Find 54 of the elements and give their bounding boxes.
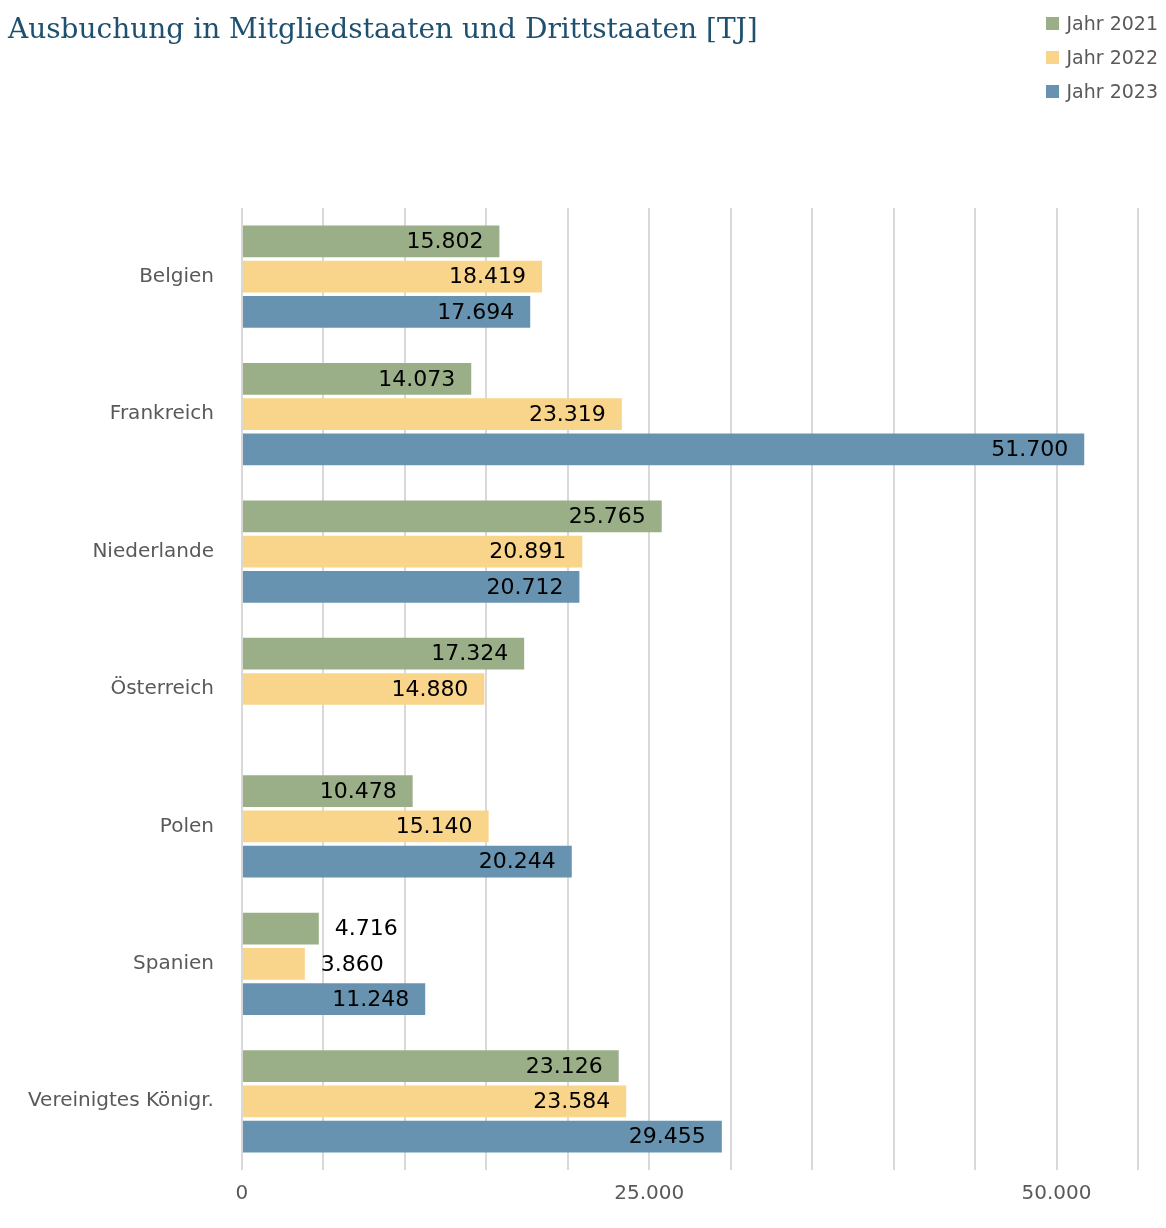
data-label: 20.712 — [486, 573, 564, 599]
bar — [242, 947, 305, 980]
data-label: 11.248 — [332, 985, 410, 1011]
data-label: 15.140 — [395, 813, 473, 839]
bar — [242, 296, 531, 328]
legend-label: Jahr 2021 — [1066, 12, 1158, 34]
data-label: 17.324 — [431, 640, 509, 666]
bar — [242, 845, 572, 878]
data-label: 3.860 — [320, 950, 384, 976]
data-label: 15.802 — [406, 228, 484, 254]
data-label: 14.073 — [378, 365, 456, 391]
bar — [242, 1050, 619, 1082]
x-tick-label: 25.000 — [614, 1180, 685, 1205]
bar — [242, 225, 500, 258]
data-label: 14.880 — [391, 675, 469, 701]
bar — [242, 433, 1085, 466]
data-label: 20.244 — [478, 848, 556, 874]
bar — [242, 570, 580, 603]
data-label: 4.716 — [334, 915, 398, 941]
data-label: 20.891 — [489, 538, 567, 564]
y-tick-label: Frankreich — [109, 400, 214, 425]
bar — [242, 775, 413, 808]
bar — [242, 983, 426, 1015]
data-label: 23.584 — [533, 1088, 611, 1113]
data-label: 25.765 — [568, 503, 646, 529]
y-tick-label: Österreich — [110, 675, 214, 700]
y-tick-label: Spanien — [133, 950, 214, 975]
legend-label: Jahr 2022 — [1066, 46, 1158, 68]
data-label: 51.700 — [991, 436, 1069, 462]
data-label: 17.694 — [437, 298, 515, 324]
data-label: 18.419 — [449, 263, 527, 289]
data-label: 10.478 — [319, 777, 397, 803]
bar — [242, 500, 662, 533]
bar — [242, 398, 622, 431]
bar — [242, 673, 485, 705]
data-label: 23.319 — [528, 400, 606, 426]
bar — [242, 912, 319, 945]
data-label: 23.126 — [525, 1052, 603, 1078]
chart-title: Ausbuchung in Mitgliedstaaten und Drittstaaten [TJ] — [8, 12, 758, 45]
bar — [242, 260, 543, 293]
y-tick-label: Niederlande — [92, 537, 214, 562]
bar — [242, 1120, 722, 1153]
bar — [242, 637, 525, 670]
bar — [242, 810, 489, 843]
bar — [242, 1085, 627, 1118]
x-tick-label: 0 — [235, 1180, 249, 1205]
bar — [242, 535, 583, 568]
data-label: 29.455 — [628, 1123, 706, 1149]
x-tick-label: 50.000 — [1021, 1180, 1092, 1205]
y-tick-label: Polen — [159, 812, 214, 837]
y-tick-label: Belgien — [139, 262, 214, 287]
y-tick-label: Vereinigtes Königr. — [27, 1087, 214, 1112]
bar — [242, 363, 472, 395]
legend-label: Jahr 2023 — [1066, 80, 1158, 102]
